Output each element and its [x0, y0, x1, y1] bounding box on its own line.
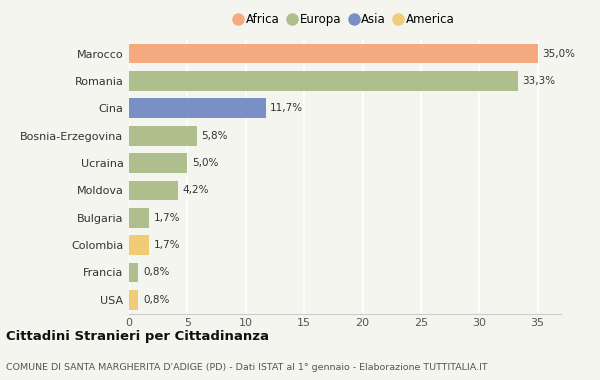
- Text: 11,7%: 11,7%: [270, 103, 304, 113]
- Bar: [129, 235, 149, 255]
- Text: 0,8%: 0,8%: [143, 295, 169, 305]
- Text: 1,7%: 1,7%: [154, 240, 180, 250]
- Bar: [129, 126, 197, 146]
- Text: 4,2%: 4,2%: [183, 185, 209, 195]
- Text: 33,3%: 33,3%: [523, 76, 556, 86]
- Bar: [129, 71, 518, 91]
- Bar: [129, 263, 139, 282]
- Legend: Africa, Europa, Asia, America: Africa, Europa, Asia, America: [233, 11, 457, 28]
- Bar: [129, 153, 187, 173]
- Text: 1,7%: 1,7%: [154, 213, 180, 223]
- Bar: [129, 180, 178, 200]
- Bar: [129, 290, 139, 310]
- Text: 5,8%: 5,8%: [202, 131, 228, 141]
- Text: 35,0%: 35,0%: [542, 49, 575, 59]
- Text: 0,8%: 0,8%: [143, 268, 169, 277]
- Bar: [129, 44, 538, 63]
- Text: COMUNE DI SANTA MARGHERITA D'ADIGE (PD) - Dati ISTAT al 1° gennaio - Elaborazion: COMUNE DI SANTA MARGHERITA D'ADIGE (PD) …: [6, 364, 488, 372]
- Text: 5,0%: 5,0%: [192, 158, 218, 168]
- Text: Cittadini Stranieri per Cittadinanza: Cittadini Stranieri per Cittadinanza: [6, 330, 269, 343]
- Bar: [129, 208, 149, 228]
- Bar: [129, 98, 266, 118]
